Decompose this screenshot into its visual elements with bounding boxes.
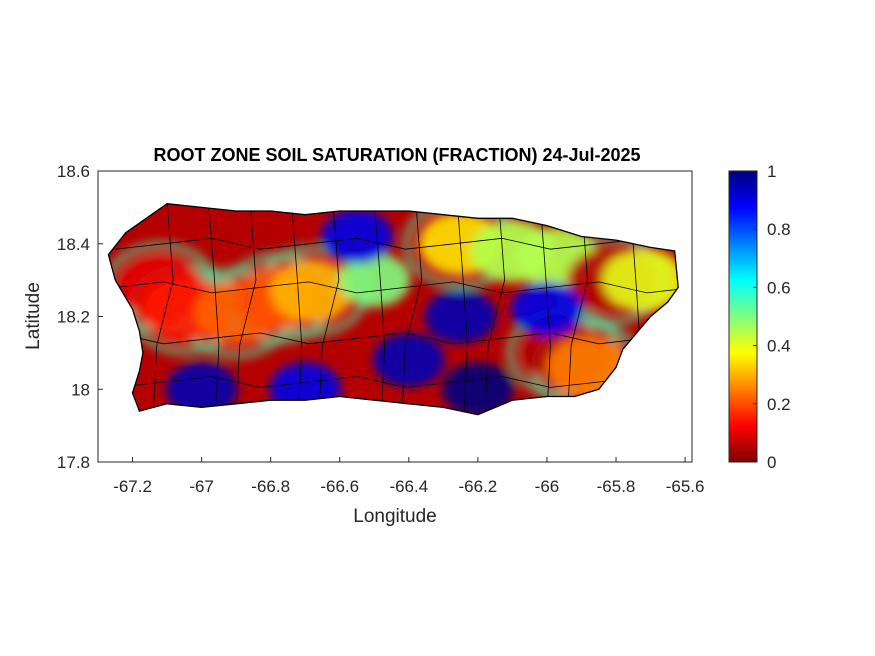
colorbar-tick-label: 0.6 (767, 278, 791, 297)
saturation-blob (372, 333, 445, 388)
saturation-blob (441, 362, 514, 415)
x-tick-label: -66.8 (251, 477, 290, 496)
municipality-boundary (115, 237, 679, 250)
saturation-blob (338, 253, 411, 308)
municipality-boundary (115, 281, 679, 294)
y-tick-label: 18.4 (57, 235, 90, 254)
municipality-boundary (400, 203, 423, 415)
municipality-boundary (235, 203, 257, 415)
municipality-boundary (373, 203, 386, 415)
municipality-boundary (290, 203, 303, 415)
municipality-boundary (115, 332, 679, 345)
x-tick-label: -65.6 (666, 477, 705, 496)
colorbar-tick-label: 0.2 (767, 395, 791, 414)
municipality-boundary (539, 203, 551, 415)
x-tick-label: -66 (535, 477, 560, 496)
saturation-blob (424, 289, 497, 344)
island-outline (107, 203, 679, 416)
x-tick-label: -66.2 (459, 477, 498, 496)
x-tick-label: -66.6 (320, 477, 359, 496)
saturation-blob (511, 282, 583, 337)
municipality-boundary (115, 376, 679, 388)
colorbar (728, 170, 758, 463)
x-tick-label: -67.2 (113, 477, 152, 496)
saturation-blob (601, 248, 679, 312)
municipality-boundary (208, 203, 220, 415)
y-tick-label: 18.2 (57, 308, 90, 327)
municipality-boundary (318, 203, 340, 415)
y-axis-label: Latitude (23, 282, 44, 350)
municipality-boundary (152, 203, 174, 415)
colorbar-tick-label: 0 (767, 453, 776, 472)
x-axis-label: Longitude (353, 506, 436, 527)
municipality-boundary (483, 203, 506, 415)
colorbar-tick-label: 1 (767, 162, 776, 181)
colorbar-tick-label: 0.4 (767, 337, 791, 356)
x-tick-label: -66.4 (389, 477, 428, 496)
y-tick-label: 18 (71, 380, 90, 399)
x-tick-label: -67 (189, 477, 214, 496)
saturation-blob (165, 362, 238, 415)
x-tick-label: -65.8 (597, 477, 636, 496)
saturation-heatmap (108, 203, 679, 415)
colorbar-tick-label: 0.8 (767, 220, 791, 239)
y-tick-label: 18.6 (57, 162, 90, 181)
saturation-blob (321, 209, 393, 264)
chart-title: ROOT ZONE SOIL SATURATION (FRACTION) 24-… (153, 145, 640, 165)
y-tick-label: 17.8 (57, 453, 90, 472)
municipality-boundary (456, 203, 468, 415)
saturation-blob (270, 259, 355, 323)
